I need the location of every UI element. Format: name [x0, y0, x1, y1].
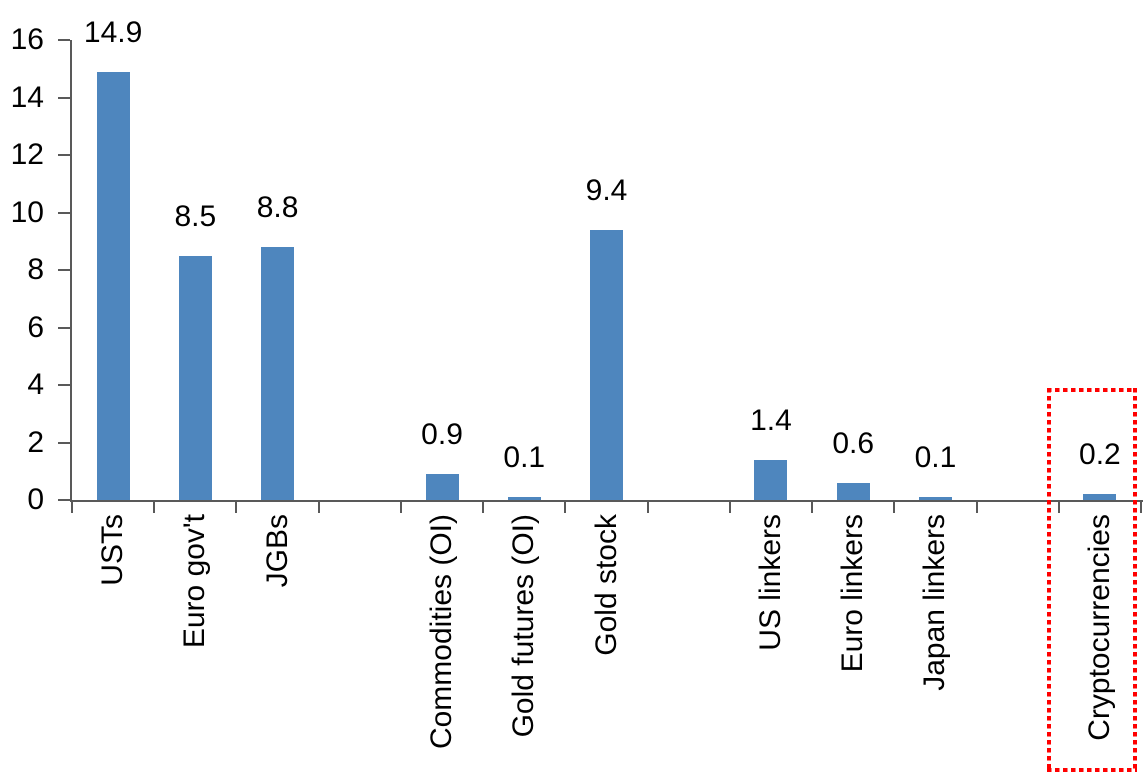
category-label: Cryptocurrencies — [1082, 514, 1116, 741]
bar — [507, 497, 541, 500]
x-tick-mark — [811, 502, 814, 513]
y-tick-mark — [58, 96, 70, 99]
bar — [425, 474, 459, 500]
y-tick-mark — [58, 326, 70, 329]
highlight-box-right — [1133, 388, 1137, 772]
category-label: JGBs — [260, 514, 294, 588]
bar-value-label: 0.1 — [914, 441, 957, 475]
x-tick-mark — [153, 502, 156, 513]
bar-value-label: 9.4 — [585, 173, 628, 207]
bar — [1083, 494, 1117, 500]
bar-value-label: 14.9 — [83, 15, 143, 49]
highlight-box-bottom — [1047, 768, 1137, 772]
y-tick-mark — [58, 39, 70, 41]
y-tick-label: 6 — [27, 310, 44, 344]
y-tick-label: 8 — [27, 253, 44, 286]
y-tick-label: 4 — [27, 368, 44, 401]
x-tick-mark — [1140, 502, 1142, 513]
bar — [754, 459, 788, 500]
y-tick-label: 10 — [10, 195, 44, 229]
x-tick-mark — [399, 502, 402, 513]
y-tick-mark — [58, 384, 70, 386]
bar-value-label: 0.2 — [1079, 438, 1121, 472]
bar — [918, 497, 952, 500]
bar-value-label: 0.1 — [503, 441, 546, 475]
bar — [178, 255, 212, 500]
category-label: Commodities (OI) — [425, 514, 459, 750]
x-tick-mark — [728, 502, 731, 513]
category-label: Gold stock — [589, 514, 623, 656]
bar — [590, 229, 623, 500]
category-label: USTs — [96, 514, 130, 586]
x-tick-mark — [71, 502, 73, 513]
x-tick-mark — [893, 502, 896, 513]
highlight-box-left — [1047, 388, 1051, 772]
y-tick-label: 12 — [10, 138, 44, 171]
y-tick-label: 2 — [27, 425, 44, 459]
y-tick-mark — [58, 211, 70, 214]
x-tick-mark — [482, 502, 485, 513]
x-tick-mark — [564, 502, 567, 513]
bar — [261, 247, 295, 500]
y-tick-mark — [58, 499, 70, 501]
x-tick-mark — [975, 502, 978, 513]
x-tick-mark — [317, 502, 320, 513]
bar-value-label: 8.5 — [174, 199, 217, 233]
category-label: Euro gov't — [178, 514, 212, 649]
x-tick-mark — [646, 502, 649, 513]
bar — [96, 71, 130, 500]
bar — [836, 482, 870, 500]
y-tick-mark — [58, 269, 70, 271]
x-tick-mark — [1057, 502, 1060, 513]
category-label: Euro linkers — [836, 514, 870, 673]
bar-value-label: 0.6 — [832, 426, 875, 460]
x-axis — [70, 500, 1143, 502]
y-tick-label: 14 — [10, 80, 44, 114]
bar-value-label: 0.9 — [421, 418, 463, 452]
category-label: Japan linkers — [918, 514, 952, 691]
category-label: US linkers — [753, 514, 787, 651]
y-tick-label: 16 — [10, 23, 44, 56]
bar-value-label: 1.4 — [750, 403, 792, 437]
highlight-box-top — [1047, 388, 1137, 392]
y-tick-mark — [58, 154, 70, 156]
y-axis — [70, 40, 72, 502]
y-tick-mark — [58, 441, 70, 444]
x-tick-mark — [235, 502, 238, 513]
category-label: Gold futures (OI) — [507, 514, 541, 738]
y-tick-label: 0 — [27, 483, 44, 516]
bar-value-label: 8.8 — [256, 191, 299, 224]
